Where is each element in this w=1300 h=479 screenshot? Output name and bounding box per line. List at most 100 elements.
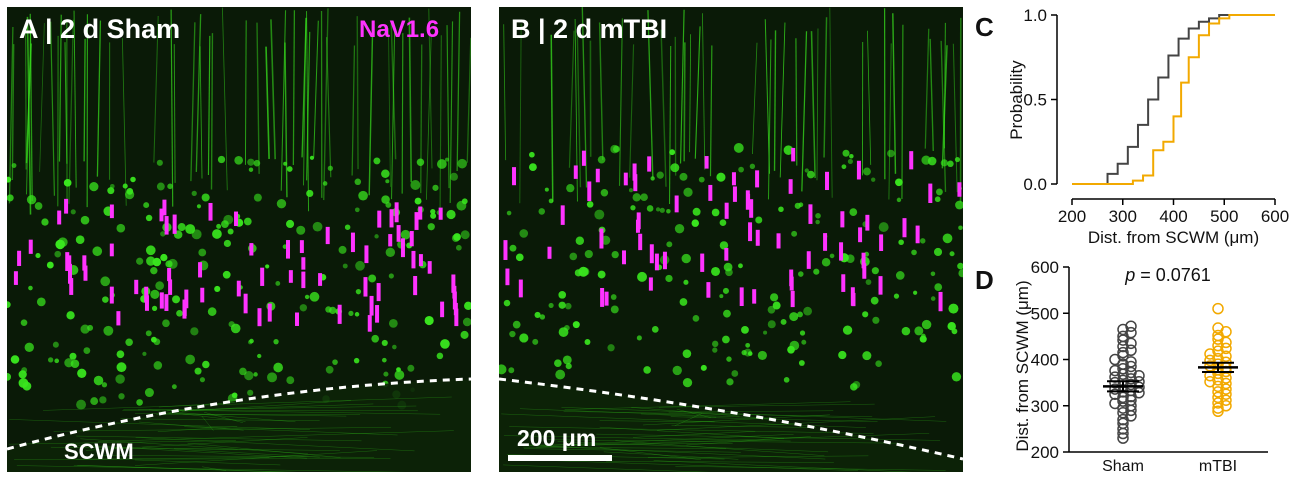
fiber bbox=[563, 411, 873, 418]
nav16-marker bbox=[902, 218, 907, 238]
neuron-soma bbox=[273, 362, 283, 373]
neuron-soma bbox=[506, 210, 512, 216]
y-axis-label: Probability bbox=[1007, 60, 1026, 140]
neuron-soma bbox=[126, 188, 134, 195]
nav16-marker bbox=[427, 261, 432, 274]
fiber bbox=[134, 450, 378, 466]
fiber bbox=[647, 455, 869, 458]
dendrite bbox=[940, 40, 947, 192]
dendrite bbox=[679, 9, 685, 164]
nav16-marker bbox=[440, 301, 445, 318]
fiber bbox=[53, 427, 391, 432]
nav16-marker bbox=[234, 211, 239, 227]
neuron-soma bbox=[410, 180, 421, 190]
neuron-soma bbox=[185, 354, 196, 365]
nav16-marker bbox=[414, 212, 419, 230]
neuron-soma bbox=[416, 158, 425, 166]
neuron-soma bbox=[41, 218, 49, 226]
neuron-soma bbox=[958, 269, 963, 278]
nav16-marker bbox=[172, 214, 177, 234]
neuron-soma bbox=[325, 365, 334, 374]
neuron-soma bbox=[432, 184, 439, 191]
nav16-marker bbox=[69, 278, 74, 295]
neuron-soma bbox=[607, 344, 615, 352]
dendrite bbox=[199, 46, 203, 179]
neuron-soma bbox=[911, 249, 917, 256]
dendrite bbox=[64, 42, 68, 164]
nav16-marker bbox=[858, 227, 863, 243]
fiber bbox=[557, 441, 829, 453]
neuron-soma bbox=[712, 347, 718, 353]
nav16-marker bbox=[599, 228, 604, 249]
nav16-marker bbox=[862, 263, 867, 279]
neuron-soma bbox=[207, 307, 217, 316]
dendrite bbox=[256, 22, 260, 174]
neuron-soma bbox=[558, 301, 566, 309]
dendrite bbox=[519, 23, 522, 204]
nav16-marker bbox=[208, 202, 213, 221]
neuron-soma bbox=[871, 267, 879, 275]
dendrite bbox=[647, 10, 654, 179]
dendrite bbox=[83, 38, 86, 162]
neuron-soma bbox=[464, 301, 471, 310]
neuron-soma bbox=[223, 214, 234, 225]
neuron-soma bbox=[77, 368, 87, 378]
nav16-marker bbox=[633, 174, 638, 192]
neuron-soma bbox=[572, 321, 580, 329]
neuron-soma bbox=[804, 168, 809, 173]
neuron-soma bbox=[144, 388, 154, 398]
dendrite bbox=[801, 31, 808, 192]
neuron-soma bbox=[646, 205, 654, 212]
fiber bbox=[120, 418, 320, 422]
fiber bbox=[167, 403, 374, 412]
nav16-marker bbox=[162, 199, 167, 216]
neuron-soma bbox=[584, 249, 593, 259]
dendrite bbox=[428, 8, 433, 169]
neuron-soma bbox=[783, 377, 790, 383]
dendrite bbox=[683, 42, 686, 162]
dendrite bbox=[829, 7, 833, 198]
neuron-soma bbox=[430, 208, 436, 215]
dendrite bbox=[25, 21, 32, 195]
neuron-soma bbox=[145, 330, 152, 337]
neuron-soma bbox=[20, 319, 28, 326]
nav16-marker bbox=[856, 160, 861, 180]
dendrite bbox=[810, 31, 816, 179]
neuron-soma bbox=[461, 198, 468, 205]
neuron-soma bbox=[7, 373, 12, 381]
neuron-soma bbox=[741, 325, 749, 334]
neuron-soma bbox=[381, 339, 388, 346]
neuron-soma bbox=[414, 197, 422, 205]
nav16-marker bbox=[749, 199, 754, 218]
neuron-soma bbox=[116, 350, 125, 359]
nav16-marker bbox=[503, 240, 508, 260]
neuron-soma bbox=[578, 266, 589, 277]
neuron-soma bbox=[172, 295, 180, 304]
nav16-marker bbox=[438, 207, 443, 220]
neuron-soma bbox=[564, 325, 570, 331]
nav16-marker bbox=[144, 295, 149, 311]
fiber bbox=[548, 439, 903, 444]
nav16-marker bbox=[595, 168, 600, 183]
neuron-soma bbox=[7, 301, 11, 309]
marker-label: NaV1.6 bbox=[359, 16, 440, 43]
neuron-soma bbox=[309, 155, 315, 160]
fiber bbox=[503, 435, 791, 442]
nav16-marker bbox=[159, 292, 164, 309]
neuron-soma bbox=[763, 330, 768, 335]
neuron-soma bbox=[388, 318, 398, 328]
nav16-marker bbox=[388, 234, 393, 247]
neuron-soma bbox=[803, 306, 813, 316]
neuron-soma bbox=[637, 271, 648, 282]
nav16-marker bbox=[364, 245, 369, 264]
neuron-soma bbox=[767, 320, 776, 329]
neuron-soma bbox=[887, 149, 895, 158]
fiber bbox=[599, 420, 715, 423]
neuron-soma bbox=[109, 183, 115, 189]
neuron-soma bbox=[806, 170, 815, 179]
neuron-soma bbox=[842, 325, 853, 335]
nav16-marker bbox=[724, 247, 729, 261]
neuron-soma bbox=[400, 229, 411, 240]
neuron-soma bbox=[247, 158, 255, 166]
dendrite bbox=[270, 19, 276, 160]
